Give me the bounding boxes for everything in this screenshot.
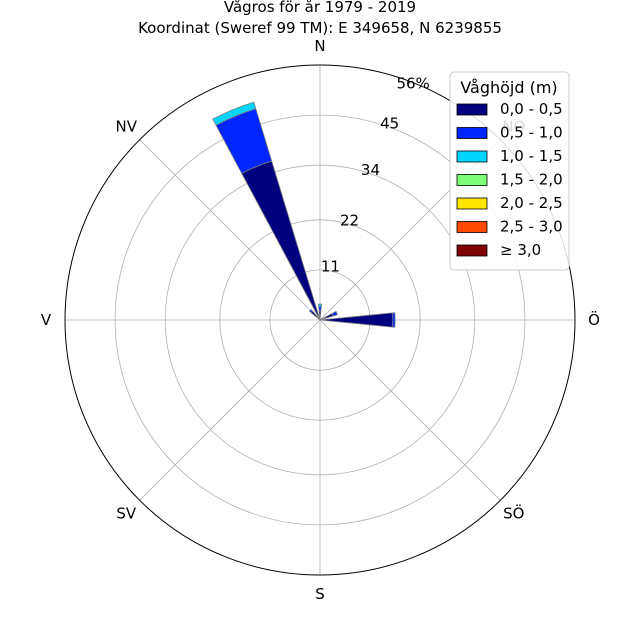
legend-label-2: 1,0 - 1,5 <box>500 147 563 165</box>
radial-tick-label-0: 11 <box>321 258 340 276</box>
radial-tick-label-3: 45 <box>380 115 399 133</box>
legend-swatch-2 <box>456 150 488 163</box>
legend: Våghöjd (m) 0,0 - 0,5 0,5 - 1,0 1,0 - 1,5 1… <box>449 71 570 271</box>
bar-dir-90-bin-1 <box>392 312 396 328</box>
polar-grid <box>64 64 576 576</box>
legend-label-0: 0,0 - 0,5 <box>500 100 563 118</box>
direction-label-S: S <box>315 585 325 603</box>
radial-max-label: 56% <box>396 75 429 93</box>
grid-spoke-7 <box>139 139 321 321</box>
bar-dir-0-bin-1 <box>318 305 322 312</box>
chart-subtitle: Koordinat (Sweref 99 TM): E 349658, N 62… <box>138 19 502 37</box>
direction-label-SÖ: SÖ <box>503 504 524 523</box>
legend-label-3: 1,5 - 2,0 <box>500 171 563 189</box>
legend-swatch-0 <box>456 103 488 116</box>
legend-frame <box>449 71 570 271</box>
legend-swatch-5 <box>456 221 488 233</box>
direction-label-N: N <box>314 37 325 55</box>
bar-dir-337.5-bin-2 <box>212 101 257 126</box>
radial-tick-label-2: 34 <box>361 161 380 179</box>
bar-dir-0-bin-2 <box>318 303 322 307</box>
direction-label-NV: NV <box>116 117 138 135</box>
bar-dir-315-bin-1 <box>308 308 314 314</box>
outer-ring <box>64 64 576 576</box>
legend-label-1: 0,5 - 1,0 <box>500 124 563 142</box>
direction-label-SV: SV <box>116 505 137 523</box>
grid-spoke-5 <box>139 319 321 501</box>
bar-dir-337.5-bin-0 <box>241 160 321 321</box>
direction-label-Ö: Ö <box>588 310 600 329</box>
legend-label-4: 2,0 - 2,5 <box>500 194 563 212</box>
grid-spoke-3 <box>319 319 501 501</box>
legend-label-5: 2,5 - 3,0 <box>500 218 563 236</box>
legend-swatch-6 <box>456 244 488 257</box>
legend-swatch-4 <box>456 197 488 210</box>
bar-dir-67.5-bin-1 <box>331 310 338 317</box>
legend-swatch-3 <box>456 174 488 186</box>
legend-entries: 0,0 - 0,5 0,5 - 1,0 1,0 - 1,5 1,5 - 2,0 2,0 … <box>456 100 563 259</box>
legend-label-6: ≥ 3,0 <box>500 241 541 259</box>
chart-title: Vågros för år 1979 - 2019 <box>224 0 416 16</box>
direction-label-V: V <box>41 311 52 329</box>
wave-bars <box>212 101 396 328</box>
legend-title: Våghöjd (m) <box>460 78 557 97</box>
legend-swatch-1 <box>456 127 488 139</box>
radial-tick-label-1: 22 <box>340 211 359 229</box>
